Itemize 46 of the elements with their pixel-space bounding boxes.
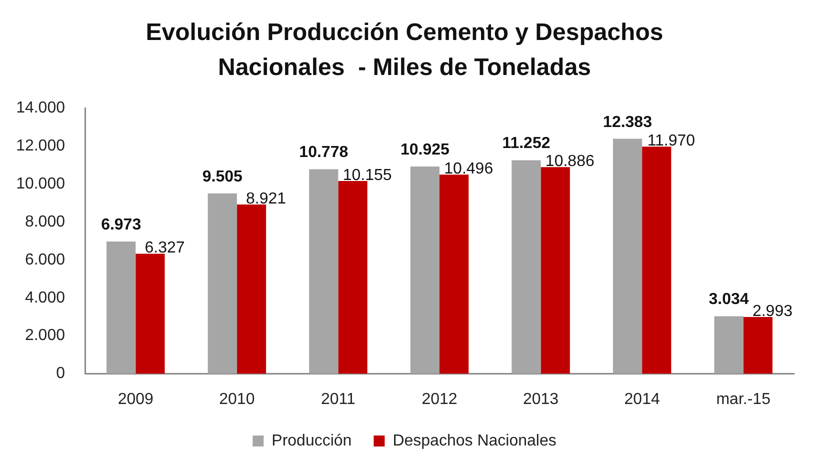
data-label: 9.505 [202,168,242,186]
x-tick-label: 2010 [219,390,255,408]
bar [440,174,469,374]
bar [309,169,338,374]
x-tick-label: 2009 [118,390,154,408]
data-label: 12.383 [603,114,652,131]
x-tick-label: mar.-15 [716,390,771,408]
bar [743,316,772,374]
data-label: 8.921 [246,190,286,208]
bar [540,167,570,374]
bar [714,316,744,374]
bar [612,138,642,374]
chart-title: Evolución Producción Cemento y Despachos Nacionales - Miles de Toneladas [146,19,664,82]
data-label: 10.496 [444,160,494,178]
data-label: 2.993 [752,302,793,320]
bar [236,204,266,374]
bar [642,146,672,374]
bar [136,254,165,374]
data-label: 6.327 [144,240,185,257]
data-label: 11.252 [502,135,550,152]
y-tick-label: 12.000 [16,137,66,154]
data-label: 10.778 [299,144,348,162]
x-tick-label: 2013 [522,390,559,408]
data-label: 6.973 [101,216,142,234]
y-tick-label: 4.000 [24,289,66,306]
bar [410,166,440,374]
bar [512,160,541,374]
data-label: 11.970 [647,132,696,150]
legend-label: Despachos Nacionales [392,432,556,450]
y-tick-label: 6.000 [24,251,66,268]
bar [106,241,136,374]
legend-label: Producción [272,432,352,450]
x-tick-label: 2011 [321,390,356,408]
y-tick-label: 10.000 [16,175,66,192]
bar [338,181,368,374]
y-tick-label: 14.000 [16,99,66,116]
data-label: 10.925 [400,141,450,158]
x-tick-label: 2014 [624,390,660,408]
data-label: 3.034 [708,291,749,308]
x-tick-label: 2012 [422,390,458,408]
data-label: 10.155 [342,167,392,184]
data-label: 10.886 [545,153,594,170]
y-tick-label: 0 [56,365,66,382]
y-tick-label: 2.000 [24,327,66,344]
y-tick-label: 8.000 [24,213,66,230]
bar [208,193,237,374]
